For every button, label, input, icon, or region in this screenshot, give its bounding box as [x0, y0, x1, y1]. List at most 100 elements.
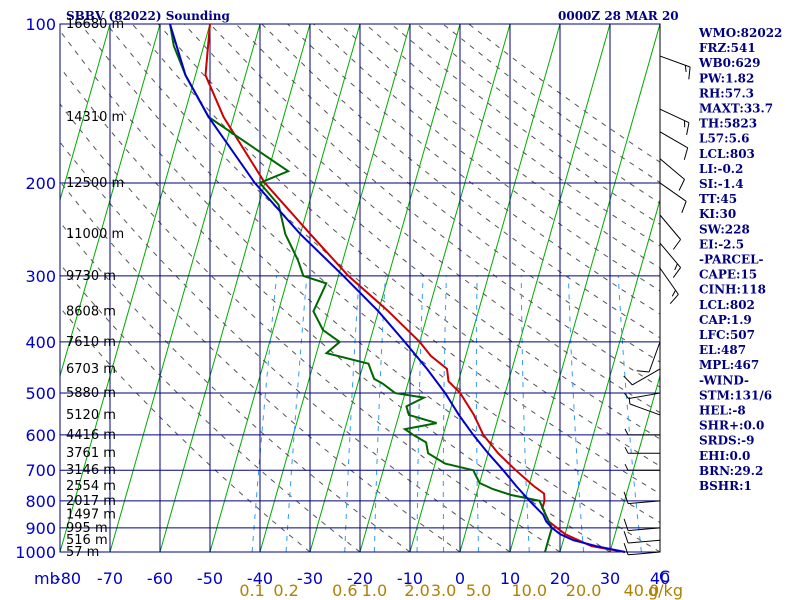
- wind-barb: [623, 368, 661, 386]
- sounding-index: RH:57.3: [699, 86, 754, 100]
- wind-barb: [623, 531, 661, 544]
- mixing-ratio-line: [520, 275, 530, 552]
- sounding-index: HEL:-8: [699, 404, 746, 418]
- wind-barb: [659, 131, 689, 160]
- sounding-index: L57:5.6: [699, 132, 749, 146]
- sounding-index: SRDS:-9: [699, 434, 754, 448]
- sounding-index: LCL:802: [699, 298, 755, 312]
- pressure-tick-label: 600: [25, 426, 56, 445]
- sounding-profiles: [169, 23, 626, 553]
- dry-adiabat-line: [60, 103, 561, 552]
- mixing-ratio-line: [285, 275, 308, 552]
- mixing-ratio-line: [442, 275, 447, 552]
- isotherm-line: [609, 374, 660, 552]
- wind-barb: [624, 428, 661, 436]
- dry-adiabat-line: [60, 30, 660, 552]
- mixing-ratio-line: [475, 275, 480, 552]
- mixing-ratio-tick-label: 2.0: [404, 581, 429, 600]
- mixing-ratio-line: [344, 275, 360, 552]
- isotherm-line: [60, 24, 111, 202]
- height-label: 2017 m: [66, 494, 116, 509]
- sounding-index: BSHR:1: [699, 479, 752, 493]
- height-label: 995 m: [66, 521, 108, 536]
- height-label: 6703 m: [66, 362, 116, 377]
- dry-adiabat-line: [60, 263, 361, 552]
- sounding-index: SHR+:0.0: [699, 419, 764, 433]
- mixing-ratio-unit-label: g/kg: [648, 581, 683, 600]
- sounding-index: SI:-1.4: [699, 177, 744, 191]
- sounding-index: KI:30: [699, 207, 736, 221]
- wind-barb: [659, 214, 682, 250]
- temperature-tick-label: -20: [347, 569, 373, 588]
- temperature-tick-label: -70: [97, 569, 123, 588]
- pressure-tick-label: 800: [25, 492, 56, 511]
- temperature-tick-label: 20: [550, 569, 570, 588]
- parcel-profile-line: [169, 23, 626, 553]
- pressure-tick-label: 900: [25, 519, 56, 538]
- pressure-tick-label: 1000: [15, 543, 56, 562]
- dry-adiabat-line: [60, 306, 311, 552]
- isotherm-line: [409, 24, 561, 552]
- wind-barb: [628, 397, 661, 416]
- sounding-index: BRN:29.2: [699, 464, 763, 478]
- dry-adiabat-line: [183, 24, 660, 414]
- height-label: 2554 m: [66, 479, 116, 494]
- temperature-tick-label: 0: [455, 569, 465, 588]
- height-label: 516 m: [66, 533, 108, 548]
- sounding-index: MAXT:33.7: [699, 102, 773, 116]
- height-label: 5120 m: [66, 408, 116, 423]
- isotherm-line: [559, 198, 660, 552]
- y-axis-unit-label: mb: [34, 569, 60, 588]
- mixing-ratio-tick-label: 0.6: [332, 581, 357, 600]
- height-label: 9730 m: [66, 269, 116, 284]
- wind-barb: [659, 108, 690, 135]
- sounding-index: LCL:803: [699, 147, 755, 161]
- height-label: 16680 m: [66, 17, 124, 32]
- dry-adiabat-line: [80, 24, 660, 524]
- pressure-tick-label: 400: [25, 333, 56, 352]
- mixing-ratio-tick-label: 0.2: [273, 581, 298, 600]
- sounding-index: FRZ:541: [699, 41, 756, 55]
- height-label: 14310 m: [66, 110, 124, 125]
- height-label: 3146 m: [66, 463, 116, 478]
- chart-title: SBBV (82022) Sounding: [66, 9, 231, 23]
- sounding-index: CAP:1.9: [699, 313, 752, 327]
- mixing-ratio-tick-label: 10.0: [511, 581, 547, 600]
- wind-barb: [624, 392, 661, 400]
- wind-barb: [636, 341, 661, 373]
- wind-barb: [659, 182, 687, 213]
- height-label: 8608 m: [66, 304, 116, 319]
- height-label: 11000 m: [66, 227, 124, 242]
- isotherm-line: [60, 24, 211, 552]
- wind-barb: [623, 542, 661, 556]
- isotherm-line: [109, 24, 261, 552]
- isotherm-line: [259, 24, 411, 552]
- mixing-ratio-tick-label: 5.0: [466, 581, 491, 600]
- wind-barb: [659, 55, 691, 80]
- sounding-index: CAPE:15: [699, 268, 757, 282]
- mixing-ratio-tick-label: 3.0: [431, 581, 456, 600]
- isotherm-line: [459, 24, 611, 552]
- sounding-index: LFC:507: [699, 328, 755, 342]
- sounding-index: EL:487: [699, 343, 746, 357]
- temperature-profile-line: [204, 23, 626, 553]
- sounding-index: TT:45: [699, 192, 737, 206]
- temperature-tick-label: 10: [500, 569, 520, 588]
- sounding-index: PW:1.82: [699, 71, 754, 85]
- wind-barbs: [623, 24, 691, 556]
- mixing-ratio-tick-label: 20.0: [566, 581, 602, 600]
- height-label: 7610 m: [66, 335, 116, 350]
- height-label: 5880 m: [66, 386, 116, 401]
- sounding-index: MPL:467: [699, 358, 759, 372]
- mixing-ratio-line: [373, 275, 386, 552]
- wind-barb: [624, 463, 661, 471]
- dry-adiabat-line: [131, 24, 660, 467]
- sounding-index: -WIND-: [699, 373, 749, 387]
- pressure-tick-label: 300: [25, 267, 56, 286]
- pressure-tick-label: 200: [25, 174, 56, 193]
- sounding-index: EI:-2.5: [699, 237, 744, 251]
- temperature-tick-label: -60: [147, 569, 173, 588]
